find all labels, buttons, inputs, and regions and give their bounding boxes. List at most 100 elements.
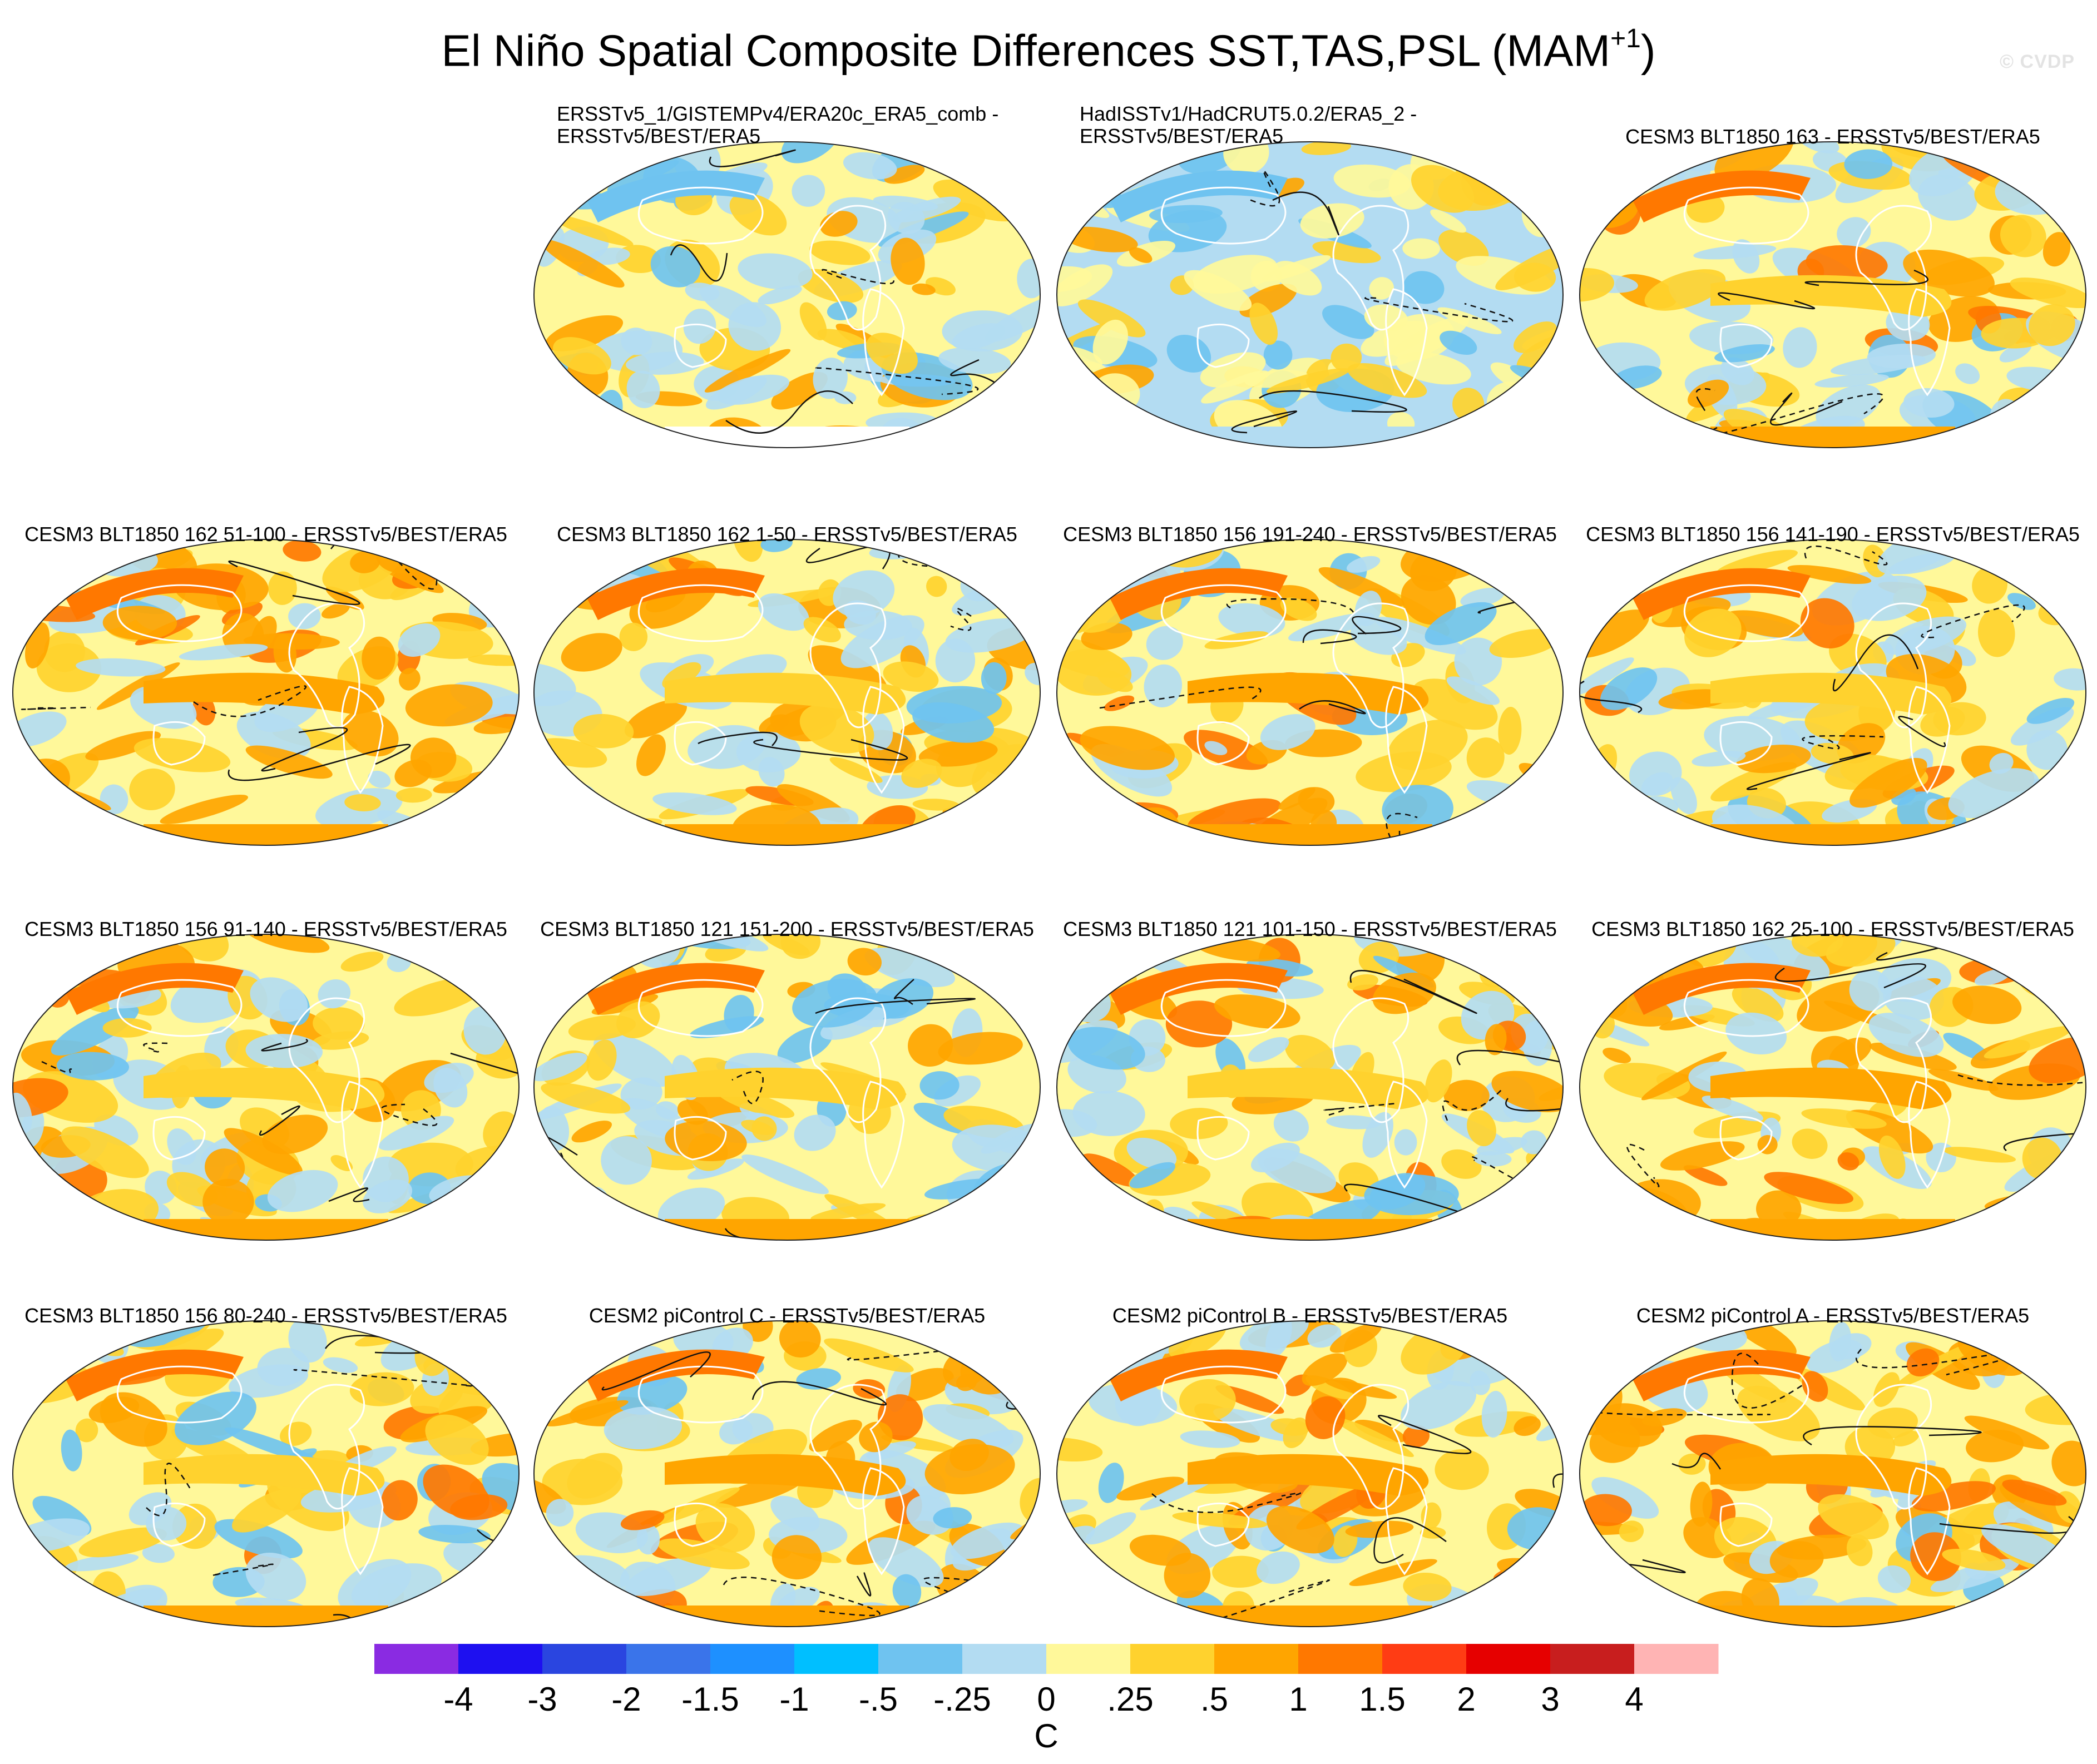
colorbar-box xyxy=(710,1644,795,1674)
northern-anomaly xyxy=(587,170,765,222)
anomaly-patch xyxy=(534,1053,587,1082)
anomaly-patch xyxy=(1351,621,1407,655)
anomaly-patch xyxy=(567,1453,622,1499)
map-outline xyxy=(1579,539,2086,846)
anomaly-patch xyxy=(741,1154,829,1195)
northern-anomaly xyxy=(1633,963,1811,1015)
global-map xyxy=(533,1320,1041,1627)
panel-title-line: CESM3 BLT1850 156 141-190 - ERSSTv5/BEST… xyxy=(1586,523,2080,546)
anomaly-patch xyxy=(1620,1179,1701,1228)
anomaly-patch xyxy=(625,1557,711,1596)
anomaly-patch xyxy=(1792,934,1843,957)
anomaly-patch xyxy=(205,1148,245,1187)
anomaly-patch xyxy=(1806,245,1888,282)
continent-outline xyxy=(341,1081,384,1189)
anomaly-patch xyxy=(1787,564,1872,584)
anomaly-patch xyxy=(1928,1069,1999,1091)
anomaly-patch xyxy=(488,1562,514,1590)
psl-contour xyxy=(1804,546,1888,566)
psl-contour xyxy=(193,685,307,717)
anomaly-patch xyxy=(552,1217,592,1240)
psl-contour xyxy=(1352,616,1402,635)
anomaly-patch xyxy=(462,825,519,845)
anomaly-patch xyxy=(657,1538,750,1570)
map-outline xyxy=(12,1320,520,1627)
psl-contour xyxy=(601,1351,711,1391)
anomaly-patch xyxy=(1248,1037,1289,1062)
anomaly-patch xyxy=(96,662,180,710)
anomaly-patch xyxy=(1684,608,1742,657)
psl-contour xyxy=(1099,686,1262,709)
antarctic-band xyxy=(1710,1219,1955,1240)
psl-contour xyxy=(822,269,894,285)
anomaly-patch xyxy=(1057,175,1110,218)
colorbar-tick-label: 1.5 xyxy=(1359,1681,1405,1718)
anomaly-patch xyxy=(1402,1425,1430,1448)
anomaly-patch xyxy=(2026,730,2068,770)
anomaly-patch xyxy=(1736,745,1811,774)
anomaly-patch xyxy=(1057,1499,1088,1515)
anomaly-patch xyxy=(534,956,566,979)
anomaly-patch xyxy=(1800,598,1854,649)
anomaly-patch xyxy=(1732,239,1760,274)
anomaly-patch xyxy=(464,943,493,972)
anomaly-patch xyxy=(1430,209,1467,233)
anomaly-patch xyxy=(1756,1190,1802,1228)
anomaly-patch xyxy=(61,1429,82,1471)
map-panel: CESM3 BLT1850 156 141-190 - ERSSTv5/BEST… xyxy=(1577,503,2089,859)
anomaly-patch xyxy=(1873,1372,1900,1408)
anomaly-patch xyxy=(1260,714,1315,750)
anomaly-patch xyxy=(1602,831,1652,845)
colorbar-box xyxy=(1130,1644,1215,1674)
anomaly-patch xyxy=(1589,969,1621,984)
panel-title: CESM3 BLT1850 121 151-200 - ERSSTv5/BEST… xyxy=(531,918,1043,940)
anomaly-patch xyxy=(884,165,925,184)
anomaly-patch xyxy=(758,285,802,305)
anomaly-patch xyxy=(1846,1534,1873,1567)
anomaly-patch xyxy=(44,1616,95,1627)
anomaly-patch xyxy=(2038,1347,2071,1379)
psl-contour xyxy=(1248,169,1280,207)
anomaly-patch xyxy=(824,1338,914,1372)
equatorial-warm-tongue xyxy=(1710,275,1952,317)
psl-contour xyxy=(724,1228,832,1240)
anomaly-patch xyxy=(1369,1173,1426,1210)
anomaly-patch xyxy=(1491,1071,1563,1113)
map-panel: CESM3 BLT1850 162 51-100 - ERSSTv5/BEST/… xyxy=(10,503,522,859)
panel-title: CESM2 piControl C - ERSSTv5/BEST/ERA5 xyxy=(531,1305,1043,1327)
anomaly-patch xyxy=(827,301,857,320)
psl-contour xyxy=(228,560,360,606)
anomaly-patch xyxy=(705,375,767,410)
panel-title: CESM3 BLT1850 162 1-50 - ERSSTv5/BEST/ER… xyxy=(531,523,1043,546)
anomaly-patch xyxy=(779,1321,821,1358)
antarctic-band xyxy=(665,427,909,448)
anomaly-patch xyxy=(950,1522,1025,1559)
anomaly-patch xyxy=(1978,608,2015,657)
anomaly-patch xyxy=(463,1349,496,1376)
anomaly-patch xyxy=(1307,1324,1342,1348)
northern-anomaly xyxy=(1110,568,1288,620)
psl-contour xyxy=(1226,598,1354,613)
anomaly-patch xyxy=(322,603,350,619)
anomaly-patch xyxy=(1256,1551,1300,1584)
anomaly-patch xyxy=(381,1480,418,1521)
psl-contour xyxy=(1552,1473,1563,1524)
anomaly-patch xyxy=(777,1026,833,1063)
anomaly-patch xyxy=(1818,1494,1889,1540)
anomaly-patch xyxy=(2022,1207,2086,1240)
anomaly-patch xyxy=(1831,1333,1872,1359)
continent-outline xyxy=(674,1502,727,1547)
anomaly-patch xyxy=(1498,707,1522,755)
anomaly-patch xyxy=(1732,985,1784,1022)
continent-outline xyxy=(1908,288,1951,397)
antarctic-band xyxy=(1710,824,1955,845)
anomaly-patch xyxy=(1166,334,1211,373)
anomaly-patch xyxy=(1266,368,1350,394)
anomaly-patch xyxy=(1425,1059,1452,1103)
anomaly-patch xyxy=(344,794,381,811)
anomaly-patch xyxy=(553,337,611,375)
continent-outline xyxy=(1855,1384,1932,1510)
continent-outline xyxy=(116,584,243,642)
anomaly-patch xyxy=(2002,1479,2067,1506)
anomaly-patch xyxy=(1172,1512,1268,1529)
